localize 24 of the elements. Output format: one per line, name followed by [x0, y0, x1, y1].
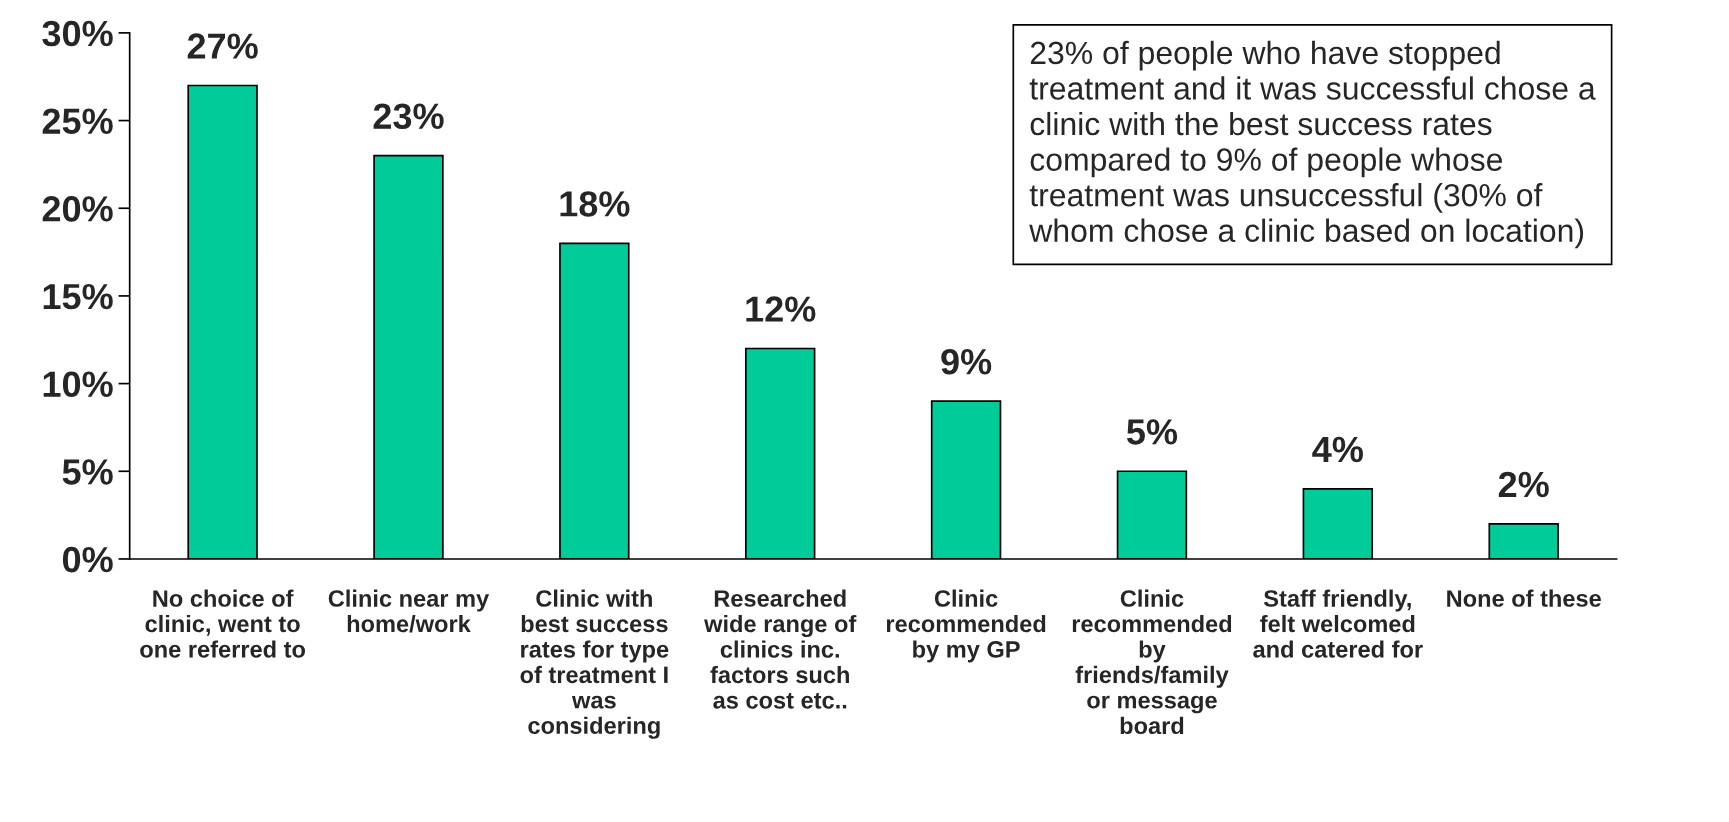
x-tick-label: None of these: [1447, 589, 1601, 607]
data-label: 23%: [373, 103, 444, 130]
x-tick-label: Staff friendly, felt welcomed and catered for: [1253, 589, 1423, 658]
y-tick-label: 0%: [62, 546, 113, 573]
y-tick-label: 25%: [42, 108, 113, 134]
y-tick-label: 30%: [42, 20, 113, 47]
x-tick-label: Clinic with best success rates for type of treatment I was considering: [520, 589, 669, 739]
y-tick-label: 10%: [43, 371, 113, 398]
data-label: 27%: [187, 33, 258, 59]
x-tick-label: Clinic near my home/work: [328, 589, 490, 633]
y-tick-label: 20%: [42, 196, 113, 222]
data-label: 12%: [746, 296, 816, 322]
data-label: 18%: [560, 191, 630, 217]
data-label: 5%: [1126, 419, 1178, 445]
x-tick-label: Researched wide range of clinics inc. factors such as cost etc..: [704, 589, 857, 709]
y-tick-label: 5%: [62, 459, 113, 485]
x-tick-label: Clinic recommended by friends/family or message board: [1072, 589, 1232, 735]
annotation: 23% of people who have stopped treatment and it was successful chose a clinic with the best success rates compared to 9% of people whose treatment was unsuccessful (30% of whom chose a clinic based on location): [1029, 40, 1596, 249]
data-label: 4%: [1312, 436, 1363, 463]
data-label: 2%: [1498, 471, 1549, 498]
x-tick-label: Clinic recommended by my GP: [886, 589, 1046, 663]
data-label: 9%: [941, 348, 992, 375]
x-tick-label: No choice of clinic, went to one referred to: [140, 589, 305, 658]
y-tick-label: 15%: [43, 283, 113, 310]
